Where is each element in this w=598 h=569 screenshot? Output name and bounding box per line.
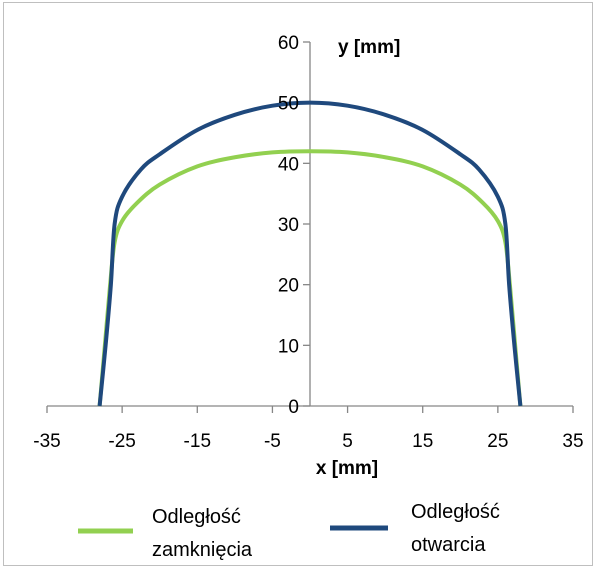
x-tick-label: 25: [487, 431, 508, 452]
chart-frame: [3, 2, 593, 566]
y-tick-label: 30: [278, 215, 299, 236]
x-tick-label: -5: [264, 431, 281, 452]
legend-label: Odległość otwarcia: [411, 501, 500, 556]
y-tick-label: 20: [278, 276, 299, 297]
legend-label: Odległość zamknięcia: [152, 506, 253, 561]
x-tick-label: 35: [562, 431, 583, 452]
y-tick-label: 40: [278, 154, 299, 175]
opening-distance-series-line: [97, 100, 523, 407]
x-tick-label: -25: [108, 431, 135, 452]
y-axis-title: y [mm]: [338, 37, 400, 58]
tick-labels: -35 -25 -15 -5 5 15 25 35 0 10 20 30 40 50 60: [33, 33, 583, 452]
x-tick-label: -15: [184, 431, 211, 452]
x-tick-label: 15: [412, 431, 433, 452]
x-tick-label: -35: [33, 431, 60, 452]
x-tick-label: 5: [342, 431, 353, 452]
y-tick-label: 50: [278, 94, 299, 115]
y-tick-label: 10: [278, 336, 299, 357]
axes: [46, 41, 574, 413]
y-tick-label: 60: [278, 33, 299, 54]
x-axis-title: x [mm]: [316, 458, 378, 479]
plot-area: [97, 100, 523, 407]
legend: Odległość zamknięcia Odległość otwarcia: [78, 501, 500, 561]
y-tick-label: 0: [288, 397, 299, 418]
closing-distance-series-line: [97, 149, 523, 407]
